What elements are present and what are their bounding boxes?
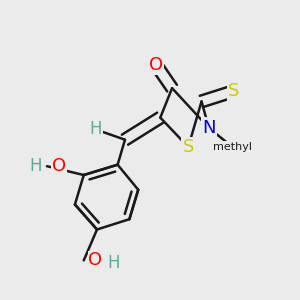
Text: S: S xyxy=(228,82,240,100)
Text: O: O xyxy=(88,251,103,269)
Text: H: H xyxy=(29,157,41,175)
Text: S: S xyxy=(183,138,194,156)
Text: H: H xyxy=(89,120,102,138)
Text: N: N xyxy=(202,119,216,137)
Text: O: O xyxy=(52,157,66,175)
Text: O: O xyxy=(149,56,163,74)
Text: methyl: methyl xyxy=(213,142,252,152)
Text: H: H xyxy=(107,254,119,272)
